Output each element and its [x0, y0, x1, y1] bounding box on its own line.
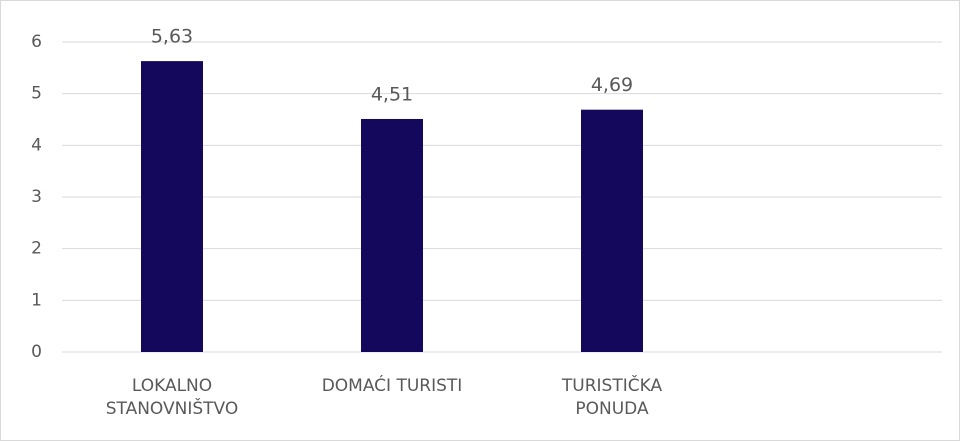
y-tick-label: 2 — [31, 239, 42, 259]
bar — [141, 61, 203, 352]
x-tick-label: DOMAĆI TURISTI — [322, 374, 463, 396]
data-label: 4,51 — [371, 83, 413, 105]
x-tick-label: LOKALNO STANOVNIŠTVO — [106, 376, 239, 419]
x-tick-label: TURISTIČKA PONUDA — [561, 374, 663, 419]
y-tick-label: 1 — [31, 290, 42, 310]
bar — [581, 109, 643, 352]
data-label: 5,63 — [151, 26, 193, 48]
y-tick-label: 4 — [31, 135, 42, 155]
y-tick-label: 5 — [31, 84, 42, 104]
y-tick-label: 0 — [31, 342, 42, 362]
y-tick-label: 6 — [31, 32, 42, 52]
bar — [361, 118, 423, 352]
y-tick-label: 3 — [31, 187, 42, 207]
data-label: 4,69 — [591, 74, 633, 96]
